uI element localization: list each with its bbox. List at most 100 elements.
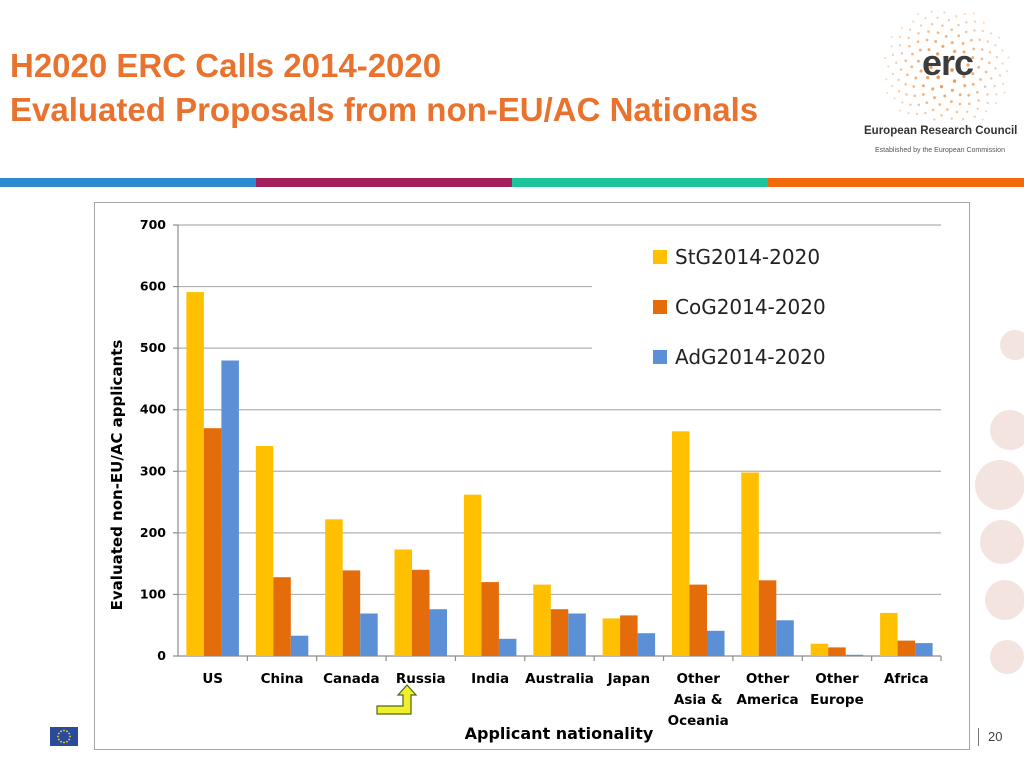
logo-dot (938, 103, 942, 106)
x-tick-label: US (202, 671, 223, 687)
legend-label: CoG2014-2020 (675, 295, 826, 319)
logo-dot (973, 115, 976, 118)
y-tick-label: 100 (140, 586, 166, 601)
x-tick-label: Africa (884, 671, 929, 687)
logo-dot (929, 65, 933, 70)
logo-dot (936, 31, 940, 35)
legend-swatch (653, 350, 667, 364)
eu-star (63, 741, 65, 744)
logo-dot (933, 96, 936, 100)
bar (498, 638, 517, 656)
bar (360, 613, 378, 656)
bar (845, 654, 864, 656)
bar (568, 613, 586, 656)
logo-dot (979, 78, 982, 81)
logo-dot (891, 72, 894, 76)
logo-dot (970, 38, 973, 42)
logo-dot (946, 108, 949, 111)
logo-dot (934, 40, 938, 43)
x-tick-label: Oceania (668, 713, 729, 729)
logo-dot (1003, 91, 1006, 94)
bar (689, 584, 707, 656)
logo-dot (950, 28, 953, 32)
logo-dot (958, 93, 962, 97)
bar (325, 519, 343, 656)
x-tick-label: America (737, 692, 799, 708)
logo-dot (925, 57, 929, 61)
logo-dot (930, 10, 933, 13)
bar (533, 584, 551, 656)
erc-logo-established: Established by the European Commission (875, 147, 1005, 154)
logo-dot (906, 73, 909, 77)
x-tick-label: Australia (525, 671, 594, 687)
x-tick-label: Other (815, 671, 859, 687)
logo-dot (913, 94, 917, 98)
logo-dot (890, 45, 893, 48)
logo-dot (955, 15, 958, 18)
logo-dot (885, 78, 888, 81)
y-tick-label: 600 (140, 279, 166, 294)
legend-label: AdG2014-2020 (675, 345, 826, 369)
logo-dot (930, 22, 934, 26)
logo-dot (966, 63, 970, 67)
y-tick-label: 200 (140, 525, 166, 540)
logo-dot (890, 36, 893, 39)
bar (342, 570, 361, 656)
x-tick-label: China (261, 671, 304, 687)
logo-dot (950, 41, 954, 45)
logo-dot (921, 92, 925, 96)
logo-dot (976, 107, 979, 110)
logo-dot (952, 79, 957, 83)
logo-dot (910, 65, 914, 69)
logo-dot (988, 61, 991, 65)
logo-dot (936, 75, 940, 79)
logo-dot (993, 84, 996, 88)
eu-star (66, 740, 68, 743)
logo-dot (950, 68, 954, 72)
logo-dot (972, 12, 975, 15)
x-tick-label: Other (677, 671, 721, 687)
logo-dot (943, 11, 946, 14)
x-tick-label: Asia & (674, 692, 723, 708)
title-line-2: Evaluated Proposals from non-EU/AC Natio… (10, 91, 759, 128)
bar (741, 472, 759, 656)
stripe-teal (512, 178, 768, 187)
logo-dot (900, 26, 903, 29)
logo-dot (904, 59, 908, 63)
bar (221, 360, 239, 656)
erc-logo-subtitle: European Research Council (864, 125, 1018, 137)
bar (897, 640, 916, 656)
bar (758, 580, 777, 656)
logo-dot (950, 117, 953, 120)
decorative-circle (975, 460, 1024, 510)
eu-star (69, 735, 71, 738)
bar (429, 609, 447, 656)
logo-dot (916, 40, 920, 44)
eu-star (68, 732, 71, 735)
logo-dot (965, 21, 968, 24)
logo-dot (924, 17, 927, 20)
logo-dot (1001, 49, 1004, 52)
erc-logo-text: erc (922, 42, 974, 83)
logo-dot (1006, 70, 1009, 73)
bar (463, 494, 482, 656)
logo-dot (907, 112, 910, 115)
legend-background (592, 233, 944, 393)
logo-dot (895, 61, 898, 64)
logo-dot (914, 76, 918, 80)
logo-dot (901, 101, 904, 104)
logo-dot (911, 52, 914, 56)
logo-dot (967, 93, 971, 97)
logo-dot (962, 74, 966, 79)
bar (550, 609, 569, 656)
logo-dot (950, 88, 954, 92)
x-tick-label: Other (746, 671, 790, 687)
bar (707, 630, 725, 656)
logo-dot (945, 55, 949, 60)
bar-chart: 0 100 200 300 400 500 600 700 US China Canada Russ… (108, 217, 944, 743)
x-tick-label: Russia (396, 671, 446, 687)
logo-dot (955, 110, 959, 114)
eu-star (57, 738, 60, 741)
bar (620, 615, 638, 656)
logo-dot (916, 59, 920, 63)
